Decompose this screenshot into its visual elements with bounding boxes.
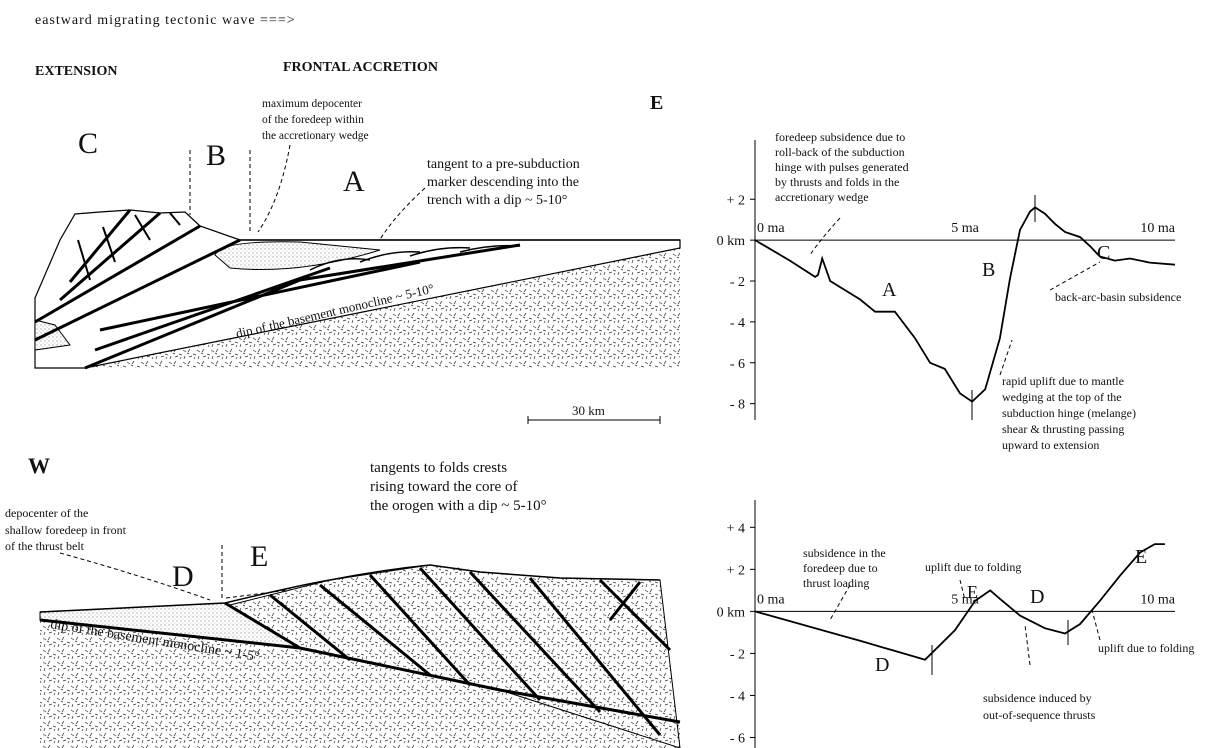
note: the accretionary wedge (262, 130, 369, 142)
annotation: C (1097, 242, 1110, 264)
annotation: subsidence in the (803, 546, 886, 560)
extension-label: EXTENSION (35, 64, 117, 79)
y-tick-label: 0 km (717, 605, 746, 620)
annotation: subsidence induced by (983, 691, 1092, 705)
y-tick-label: - 2 (730, 647, 745, 662)
annotation: back-arc-basin subsidence (1055, 290, 1181, 304)
zone-label: C (78, 127, 98, 160)
annotation: uplift due to folding (925, 560, 1021, 574)
annotation: subduction hinge (melange) (1002, 406, 1136, 420)
y-tick-label: - 2 (730, 275, 745, 290)
annotation: roll-back of the subduction (775, 145, 905, 159)
note: depocenter of the (5, 506, 88, 520)
annotation: shear & thrusting passing (1002, 422, 1124, 436)
x-tick-label: 5 ma (951, 221, 979, 236)
y-tick-label: - 4 (730, 689, 745, 704)
zone-label: B (206, 139, 226, 172)
note: trench with a dip ~ 5-10° (427, 193, 567, 208)
annotation: hinge with pulses generated (775, 160, 909, 174)
annotation: foredeep subsidence due to (775, 130, 905, 144)
west-label: W (28, 453, 50, 478)
y-tick-label: 0 km (717, 234, 746, 249)
note: tangent to a pre-subduction (427, 157, 580, 172)
annotation: foredeep due to (803, 561, 878, 575)
y-tick-label: - 4 (730, 316, 745, 331)
y-tick-label: + 2 (727, 193, 745, 208)
leader (375, 188, 425, 248)
note: tangents to folds crests (370, 460, 507, 476)
annotation: D (875, 654, 889, 676)
figure-title: eastward migrating tectonic wave ===> (35, 13, 296, 28)
x-tick-label: 10 ma (1140, 592, 1175, 607)
scale-label: 30 km (572, 403, 605, 418)
leader (830, 585, 850, 620)
curve (755, 207, 1175, 401)
east-label: E (650, 92, 663, 114)
annotation: accretionary wedge (775, 190, 869, 204)
annotation: thrust loading (803, 576, 869, 590)
annotation: wedging at the top of the (1002, 390, 1122, 404)
leader (1050, 262, 1100, 290)
zone-label: A (343, 165, 365, 198)
y-tick-label: - 6 (730, 731, 745, 746)
note: maximum depocenter (262, 98, 362, 110)
annotation: A (882, 279, 897, 301)
y-tick-label: - 6 (730, 357, 745, 372)
y-tick-label: - 8 (730, 398, 745, 413)
frontal-accretion-label: FRONTAL ACCRETION (283, 60, 438, 75)
y-tick-label: + 4 (727, 521, 745, 536)
leader (810, 218, 840, 255)
annotation: E (967, 582, 978, 602)
x-tick-label: 0 ma (757, 221, 785, 236)
leader (1025, 625, 1030, 665)
annotation: D (1030, 586, 1044, 608)
zone-label: E (250, 540, 268, 573)
annotation: uplift due to folding (1098, 641, 1194, 655)
note: the orogen with a dip ~ 5-10° (370, 498, 547, 514)
leader (258, 145, 290, 232)
note: of the foredeep within (262, 114, 364, 126)
x-tick-label: 10 ma (1140, 221, 1175, 236)
annotation: E (1135, 546, 1147, 568)
annotation: upward to extension (1002, 438, 1099, 452)
annotation: out-of-sequence thrusts (983, 708, 1096, 722)
annotation: B (982, 259, 995, 281)
leader (1000, 340, 1012, 375)
annotation: rapid uplift due to mantle (1002, 374, 1124, 388)
y-tick-label: + 2 (727, 563, 745, 578)
figure: eastward migrating tectonic wave ===> EX… (0, 0, 1222, 748)
note: of the thrust belt (5, 539, 85, 553)
note: marker descending into the (427, 175, 579, 190)
annotation: by thrusts and folds in the (775, 175, 899, 189)
leader (1092, 610, 1100, 640)
x-tick-label: 0 ma (757, 592, 785, 607)
note: rising toward the core of (370, 479, 517, 495)
note: shallow foredeep in front (5, 523, 127, 537)
